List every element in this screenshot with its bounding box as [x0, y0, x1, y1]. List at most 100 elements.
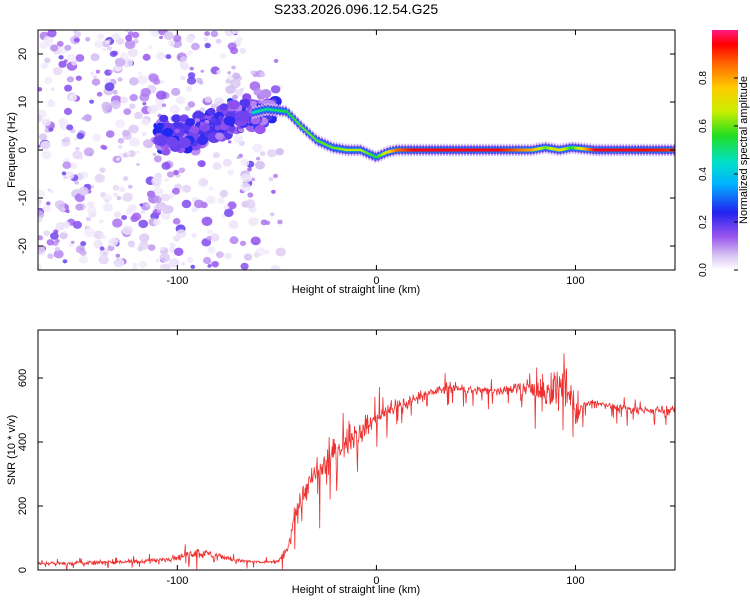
- y-tick-label: -20: [17, 238, 29, 254]
- heatmap-cell: [201, 216, 213, 226]
- heatmap-cell: [43, 230, 51, 237]
- heatmap-cell: [225, 85, 236, 94]
- ridge-core: [299, 124, 303, 128]
- heatmap-cell: [70, 240, 75, 244]
- heatmap-cell: [259, 72, 266, 78]
- heatmap-cell: [63, 107, 73, 116]
- heatmap-cell: [114, 57, 126, 67]
- heatmap-cell: [239, 98, 251, 108]
- heatmap-cell: [173, 34, 182, 43]
- heatmap-cell: [159, 253, 171, 263]
- heatmap-cell: [255, 160, 265, 170]
- heatmap-cell: [236, 41, 241, 45]
- heatmap-cell: [66, 76, 74, 83]
- heatmap-cell: [122, 176, 129, 182]
- heatmap-cell: [153, 195, 162, 204]
- ridge-core: [309, 133, 313, 137]
- heatmap-cell: [58, 60, 67, 68]
- y-tick-label: 0: [17, 567, 29, 573]
- heatmap-cell: [58, 55, 64, 60]
- heatmap-cell: [194, 199, 204, 209]
- heatmap-cell: [126, 151, 131, 156]
- snr-panel: -100 0 100 0 200 400 600 Height of straight l…: [6, 329, 676, 596]
- heatmap-cell: [106, 46, 113, 51]
- heatmap-cell: [139, 203, 143, 207]
- heatmap-cell: [260, 219, 268, 226]
- heatmap-cell: [89, 99, 95, 104]
- heatmap-cell: [53, 249, 64, 259]
- heatmap-cell: [251, 177, 256, 182]
- ridge-core: [303, 128, 307, 131]
- heatmap-cell: [275, 247, 286, 257]
- heatmap-cell: [232, 72, 241, 80]
- spectrogram-x-ticks: -100 0 100: [166, 30, 585, 287]
- heatmap-cell: [152, 152, 157, 156]
- heatmap-cell: [134, 111, 143, 120]
- heatmap-cell: [127, 48, 139, 58]
- heatmap-cell: [222, 158, 232, 167]
- colorbar-tick-label: 0.4: [698, 167, 709, 181]
- heatmap-cell: [215, 125, 221, 131]
- heatmap-cell: [86, 201, 95, 208]
- heatmap-cell: [98, 233, 104, 238]
- y-tick-label: 20: [17, 48, 29, 60]
- heatmap-cell: [61, 138, 66, 143]
- spectrogram-ridge: [251, 102, 675, 164]
- heatmap-cell: [135, 150, 140, 154]
- heatmap-cell: [210, 30, 219, 38]
- heatmap-cell: [218, 115, 224, 121]
- heatmap-cell: [211, 261, 219, 268]
- heatmap-cell: [102, 203, 113, 212]
- heatmap-cell: [207, 229, 213, 235]
- heatmap-cell: [152, 176, 162, 185]
- heatmap-cell: [117, 77, 123, 82]
- heatmap-cell: [229, 236, 239, 245]
- heatmap-cell: [47, 30, 57, 38]
- heatmap-cell: [75, 54, 85, 62]
- heatmap-cell: [168, 40, 176, 47]
- heatmap-cell: [204, 96, 212, 103]
- y-tick-label: 400: [17, 433, 29, 451]
- heatmap-cell: [259, 151, 266, 157]
- heatmap-cell: [171, 187, 180, 195]
- heatmap-cell: [43, 35, 54, 45]
- heatmap-cell: [187, 72, 196, 79]
- heatmap-cell: [185, 35, 195, 43]
- heatmap-cell: [54, 200, 65, 209]
- y-tick-label: 0: [17, 147, 29, 153]
- heatmap-cell: [240, 182, 251, 192]
- heatmap-cell: [38, 189, 45, 197]
- heatmap-cell: [75, 75, 82, 81]
- heatmap-cell: [146, 143, 152, 149]
- spectrogram-x-label: Height of straight line (km): [292, 284, 420, 296]
- ridge-core: [295, 120, 299, 124]
- heatmap-cell: [54, 246, 61, 252]
- heatmap-cell: [201, 135, 207, 141]
- heatmap-cell: [75, 146, 80, 151]
- heatmap-cell: [191, 232, 197, 238]
- heatmap-cell: [50, 44, 59, 52]
- heatmap-cell: [180, 62, 190, 71]
- heatmap-cell: [172, 218, 181, 225]
- heatmap-cell: [168, 258, 180, 268]
- heatmap-cell: [65, 209, 70, 214]
- heatmap-cell: [232, 30, 240, 34]
- heatmap-cell: [113, 192, 119, 197]
- heatmap-cell: [74, 180, 79, 185]
- heatmap-cell: [127, 240, 136, 248]
- heatmap-cell: [50, 87, 56, 92]
- heatmap-cell: [115, 253, 121, 258]
- y-tick-label: 10: [17, 96, 29, 108]
- heatmap-cell: [208, 186, 214, 191]
- heatmap-cell: [249, 100, 257, 107]
- heatmap-cell: [214, 119, 222, 126]
- heatmap-cell: [47, 253, 54, 259]
- heatmap-cell: [125, 34, 133, 42]
- heatmap-cell: [69, 162, 78, 170]
- heatmap-cell: [62, 259, 68, 264]
- heatmap-cell: [247, 192, 254, 198]
- colorbar-tick-label: 0.8: [698, 71, 709, 85]
- heatmap-cell: [38, 202, 41, 207]
- heatmap-cell: [112, 184, 120, 191]
- heatmap-cell: [129, 103, 136, 110]
